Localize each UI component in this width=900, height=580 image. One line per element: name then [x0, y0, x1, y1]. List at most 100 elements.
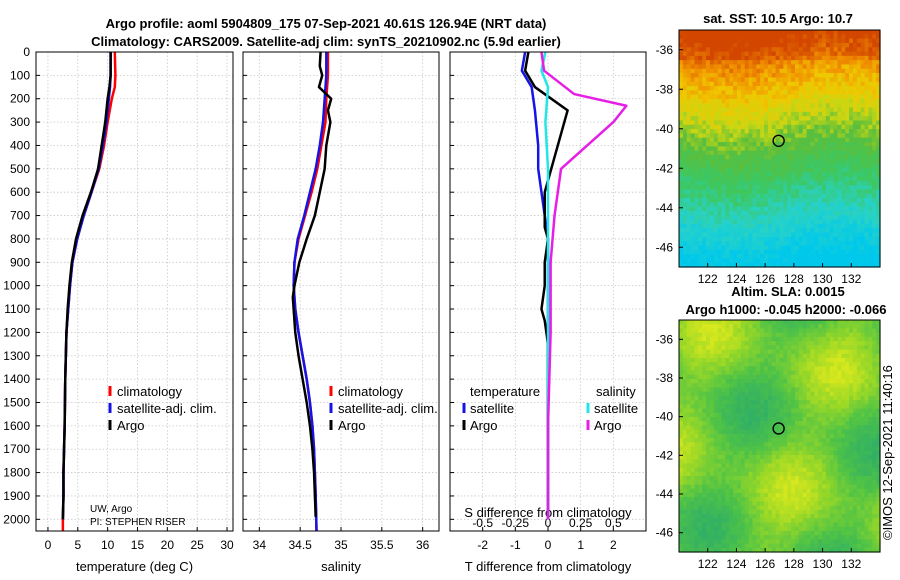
map-cell — [802, 176, 808, 182]
map-cell — [682, 379, 688, 384]
map-cell — [717, 193, 723, 199]
map-cell — [771, 159, 777, 165]
map-cell — [698, 450, 703, 456]
map-cell — [791, 433, 796, 439]
map-cell — [702, 467, 707, 473]
map-cell — [845, 258, 850, 264]
map-cell — [852, 55, 858, 61]
map-cell — [825, 454, 831, 460]
map-cell — [756, 223, 761, 229]
map-cell — [849, 90, 854, 96]
map-cell — [760, 189, 765, 195]
map-cell — [756, 142, 761, 147]
map-cell — [752, 142, 757, 147]
map-cell — [791, 353, 796, 359]
map-cell — [818, 167, 823, 173]
map-cell — [837, 198, 842, 203]
map-cell — [798, 202, 804, 208]
map-cell — [837, 159, 842, 165]
map-cell — [771, 163, 777, 169]
map-cell — [860, 357, 866, 363]
map-cell — [822, 387, 827, 393]
map-cell — [852, 159, 858, 165]
map-cell — [767, 421, 773, 427]
map-cell — [852, 433, 858, 439]
map-cell — [845, 176, 850, 182]
map-cell — [721, 429, 726, 435]
map-cell — [702, 324, 707, 330]
map-cell — [771, 249, 777, 255]
map-cell — [748, 379, 754, 384]
map-cell — [775, 328, 781, 334]
map-cell — [748, 51, 754, 57]
map-cell — [791, 103, 796, 109]
map-cell — [787, 47, 792, 53]
map-cell — [783, 142, 788, 147]
map-cell — [791, 38, 796, 44]
map-cell — [806, 328, 812, 334]
map-cell — [725, 446, 730, 452]
map-cell — [748, 433, 754, 439]
map-cell — [698, 42, 703, 48]
map-cell — [833, 129, 839, 135]
map-cell — [679, 446, 684, 452]
map-cell — [756, 42, 761, 48]
map-cell — [864, 223, 870, 229]
map-cell — [864, 193, 870, 199]
map-cell — [729, 254, 734, 259]
map-cell — [798, 90, 804, 96]
map-cell — [706, 34, 711, 40]
map-cell — [868, 258, 873, 264]
map-cell — [829, 357, 835, 363]
map-cell — [694, 383, 699, 389]
map-cell — [856, 433, 862, 439]
map-cell — [806, 438, 812, 443]
map-cell — [810, 463, 815, 469]
map-cell — [829, 228, 835, 234]
map-cell — [717, 408, 723, 414]
map-cell — [740, 245, 746, 251]
map-cell — [748, 129, 754, 135]
map-cell — [679, 324, 684, 330]
map-cell — [822, 374, 827, 380]
map-cell — [798, 159, 804, 165]
map-cell — [702, 38, 707, 44]
map-cell — [752, 124, 757, 130]
map-cell — [825, 94, 831, 100]
map-cell — [787, 133, 792, 139]
map-cell — [876, 193, 881, 199]
map-cell — [833, 55, 839, 61]
map-cell — [860, 241, 866, 247]
map-cell — [775, 349, 781, 355]
map-cell — [814, 176, 819, 182]
map-cell — [686, 391, 692, 397]
map-cell — [690, 353, 696, 359]
map-cell — [706, 202, 711, 208]
map-cell — [837, 180, 842, 186]
map-cell — [783, 103, 788, 109]
map-cell — [779, 68, 784, 74]
map-cell — [818, 142, 823, 147]
map-cell — [721, 262, 726, 268]
map-cell — [694, 98, 699, 104]
map-cell — [829, 412, 835, 418]
map-cell — [833, 374, 839, 380]
map-cell — [775, 320, 781, 325]
map-cell — [748, 404, 754, 410]
map-cell — [783, 341, 788, 346]
map-cell — [814, 328, 819, 334]
map-cell — [791, 421, 796, 427]
map-cell — [860, 198, 866, 203]
map-cell — [744, 172, 750, 178]
map-cell — [713, 223, 719, 229]
map-cell — [733, 429, 738, 435]
map-cell — [868, 47, 873, 53]
map-cell — [794, 433, 800, 439]
map-cell — [814, 172, 819, 178]
map-cell — [729, 124, 734, 130]
map-cell — [802, 417, 808, 422]
map-cell — [682, 433, 688, 439]
map-cell — [760, 142, 765, 147]
map-cell — [852, 362, 858, 367]
map-cell — [748, 198, 754, 203]
